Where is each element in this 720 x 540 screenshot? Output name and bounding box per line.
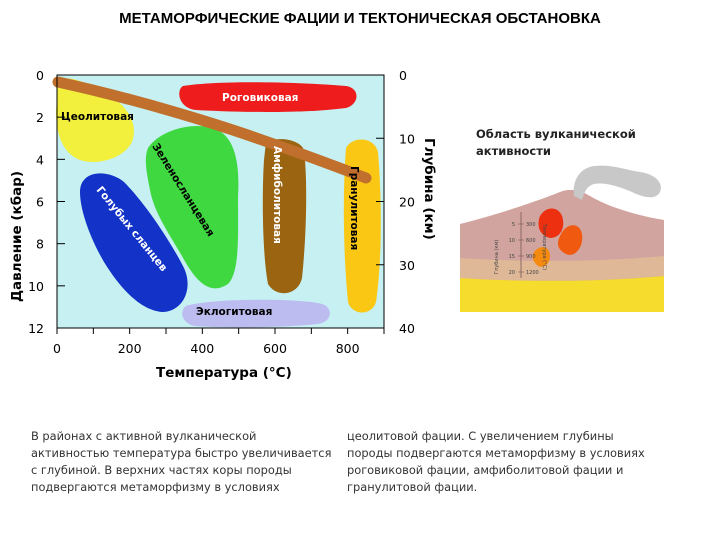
depth-tick-label: 0 [399,68,407,83]
granulite-facies-region [343,139,381,313]
pressure-tick-label: 4 [36,152,44,167]
eclogite-facies-region [182,299,330,328]
geotherm-line [52,76,372,184]
hot-mantle-zone [460,276,664,312]
inset-depth-tick-label: 15 [509,254,515,260]
paragraph-left: В районах с активной вулканической актив… [31,428,331,496]
inset-temperature-tick-label: 900 [526,254,536,260]
pressure-tick-label: 6 [36,195,44,210]
greenschist-facies-region [145,126,239,289]
page-title: МЕТАМОРФИЧЕСКИЕ ФАЦИИ И ТЕКТОНИЧЕСКАЯ ОБ… [119,10,601,27]
paragraph-line: с глубиной. В верхних частях коры породы [31,463,292,477]
smoke-plume [573,165,661,200]
pressure-tick-label: 0 [36,68,44,83]
inset-title-line: активности [476,144,551,158]
pressure-tick-label: 10 [28,279,44,294]
inset-temperature-tick-label: 300 [526,222,536,228]
temperature-tick-label: 200 [118,341,142,356]
pressure-tick-label: 12 [28,321,44,336]
crust-gradient-band [460,256,664,281]
paragraph-line: цеолитовой фации. С увеличением глубины [347,429,614,443]
depth-tick-label: 10 [399,131,415,146]
inset-depth-tick-label: 10 [509,238,515,244]
temperature-tick-label: 400 [190,341,214,356]
inset-ticks: 5 300 10 600 15 900 20 1200 [509,222,539,276]
paragraph-line: активностью температура быстро увеличива… [31,446,332,460]
amphibolite-label: Амфиболитовая [271,146,283,244]
depth-tick-label: 20 [399,195,415,210]
inset-temperature-tick-label: 1200 [526,270,539,276]
depth-tick-label: 40 [399,321,415,336]
depth-tick-label: 30 [399,258,415,273]
magma-chamber-upper [538,208,564,238]
paragraph-right: цеолитовой фации. С увеличением глубины … [347,428,645,496]
amphibolite-facies-region [262,139,307,294]
paragraph-line: подвергаются метаморфизму в условиях [31,480,280,494]
paragraph-line: породы подвергаются метаморфизму в услов… [347,446,645,460]
inset-title-line: Область вулканической [476,127,636,141]
magma-chamber-deep [532,247,550,267]
hornfels-label: Роговиковая [222,92,298,104]
temperature-tick-label: 0 [53,341,61,356]
pressure-tick-label: 8 [36,237,44,252]
inset-depth-tick-label: 5 [512,222,515,228]
temperature-axis-label: Температура (°С) [156,365,292,381]
pressure-axis-label: Давление (кбар) [9,171,25,302]
paragraph-line: В районах с активной вулканической [31,429,257,443]
blueschist-facies-region [80,173,188,312]
hornfels-facies-region [179,82,357,112]
inset-title: Область вулканической активности [476,126,636,160]
granulite-label: Гранулитовая [348,166,360,250]
paragraph-line: роговиковой фации, амфиболитовой фации и [347,463,624,477]
volcanic-inset: 5 300 10 600 15 900 20 1200 Глубина (км) Темпер… [460,165,664,312]
temperature-tick-label: 800 [336,341,360,356]
eclogite-label: Эклогитовая [196,306,272,318]
temperature-tick-label: 600 [263,341,287,356]
inset-temperature-tick-label: 600 [526,238,536,244]
paragraph-line: гранулитовой фации. [347,480,478,494]
zeolite-label: Цеолитовая [61,111,134,123]
inset-depth-label: Глубина (км) [494,240,500,274]
inset-depth-tick-label: 20 [509,270,515,276]
pressure-tick-label: 2 [36,110,44,125]
magma-chamber-lower [558,225,583,255]
inset-temperature-label: Температура (°С) [541,223,547,270]
depth-axis-label: Глубина (км) [421,138,437,240]
